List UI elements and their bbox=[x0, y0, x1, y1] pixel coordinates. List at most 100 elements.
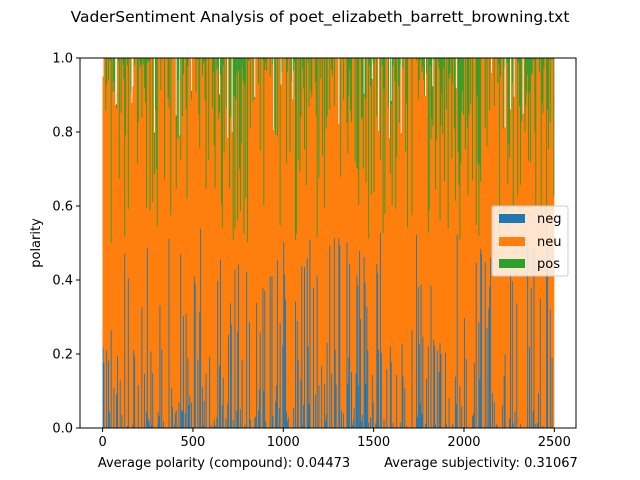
neg-bar bbox=[425, 423, 427, 428]
pos-bar bbox=[124, 58, 126, 237]
pos-bar bbox=[542, 58, 544, 114]
pos-bar bbox=[421, 58, 423, 72]
chart-title: VaderSentiment Analysis of poet_elizabet… bbox=[71, 8, 570, 27]
pos-bar bbox=[383, 58, 385, 90]
pos-bar bbox=[144, 58, 146, 88]
pos-bar bbox=[543, 58, 545, 68]
neg-bar bbox=[209, 356, 211, 428]
pos-bar bbox=[196, 58, 198, 61]
pos-bar bbox=[451, 58, 453, 159]
pos-bar bbox=[356, 58, 358, 168]
stack-gap bbox=[154, 58, 155, 133]
neg-bar bbox=[527, 240, 529, 428]
pos-bar bbox=[315, 58, 317, 116]
legend-swatch-pos bbox=[499, 259, 525, 268]
pos-bar bbox=[502, 58, 504, 129]
pos-bar bbox=[428, 58, 430, 210]
pos-bar bbox=[137, 58, 139, 123]
y-tick-label: 0.2 bbox=[52, 348, 73, 363]
legend-label-pos: pos bbox=[537, 257, 560, 272]
pos-bar bbox=[394, 58, 396, 81]
neg-bar bbox=[481, 253, 483, 428]
pos-bar bbox=[295, 58, 297, 234]
neg-bar bbox=[159, 305, 161, 428]
pos-bar bbox=[525, 58, 527, 106]
neg-bar bbox=[172, 407, 174, 428]
pos-bar bbox=[354, 58, 356, 162]
legend-label-neu: neu bbox=[537, 235, 561, 250]
pos-bar bbox=[221, 58, 223, 228]
neg-bar bbox=[200, 228, 202, 428]
pos-bar bbox=[147, 58, 149, 62]
neg-bar bbox=[355, 373, 357, 428]
pos-bar bbox=[117, 58, 119, 62]
y-tick-label: 0.4 bbox=[52, 274, 73, 289]
neg-bar bbox=[549, 309, 551, 428]
neg-bar bbox=[406, 425, 408, 428]
pos-bar bbox=[449, 58, 451, 74]
stack-gap bbox=[510, 58, 511, 110]
neg-bar bbox=[491, 393, 493, 428]
neg-bar bbox=[530, 288, 532, 428]
pos-bar bbox=[199, 58, 201, 149]
neg-bar bbox=[551, 357, 553, 428]
stack-gap bbox=[513, 58, 515, 97]
pos-bar bbox=[373, 58, 375, 193]
pos-bar bbox=[437, 58, 439, 62]
pos-bar bbox=[295, 58, 296, 241]
pos-bar bbox=[229, 58, 230, 189]
neg-bar bbox=[547, 241, 548, 428]
pos-bar bbox=[442, 58, 444, 135]
neg-bar bbox=[282, 345, 284, 428]
pos-bar bbox=[364, 58, 366, 99]
pos-bar bbox=[406, 58, 408, 104]
pos-bar bbox=[274, 58, 276, 129]
pos-bar bbox=[264, 58, 266, 70]
neg-bar bbox=[286, 421, 288, 428]
pos-bar bbox=[201, 58, 203, 76]
pos-bar bbox=[293, 58, 295, 71]
plot-frame bbox=[79, 57, 577, 429]
neg-bar bbox=[234, 269, 236, 428]
pos-bar bbox=[459, 58, 461, 241]
neg-bar bbox=[221, 404, 223, 428]
pos-bar bbox=[445, 58, 447, 110]
pos-bar bbox=[106, 58, 108, 85]
neg-bar bbox=[283, 241, 285, 428]
pos-bar bbox=[187, 58, 189, 66]
neg-bar bbox=[376, 264, 378, 428]
pos-bar bbox=[154, 58, 156, 111]
pos-bar bbox=[229, 58, 231, 118]
pos-bar bbox=[435, 58, 437, 141]
neg-bar bbox=[180, 254, 182, 428]
pos-bar bbox=[512, 58, 514, 209]
pos-bar bbox=[222, 58, 224, 66]
neg-bar bbox=[144, 373, 146, 428]
pos-bar bbox=[493, 58, 495, 107]
stack-gap bbox=[388, 58, 390, 139]
pos-bar bbox=[441, 58, 443, 94]
stack-gap bbox=[425, 58, 427, 97]
pos-bar bbox=[178, 58, 180, 138]
pos-bar bbox=[156, 58, 158, 226]
neg-bar bbox=[248, 322, 250, 428]
neg-bar bbox=[402, 376, 404, 428]
neg-bar bbox=[220, 259, 221, 428]
pos-bar bbox=[478, 58, 480, 237]
pos-bar bbox=[463, 58, 464, 115]
neg-bar bbox=[366, 306, 368, 428]
neg-bar bbox=[205, 374, 207, 428]
neg-bar bbox=[211, 425, 212, 428]
pos-bar bbox=[507, 58, 509, 184]
pos-bar bbox=[497, 58, 499, 83]
pos-bar bbox=[289, 58, 291, 152]
pos-bar bbox=[365, 58, 367, 183]
pos-bar bbox=[422, 58, 424, 67]
neg-bar bbox=[163, 421, 165, 428]
neg-bar bbox=[258, 389, 260, 428]
pos-bar bbox=[369, 58, 371, 66]
pos-bar bbox=[526, 58, 528, 93]
pos-bar bbox=[389, 58, 391, 174]
neg-bar bbox=[357, 285, 359, 428]
neg-bar bbox=[370, 417, 371, 428]
